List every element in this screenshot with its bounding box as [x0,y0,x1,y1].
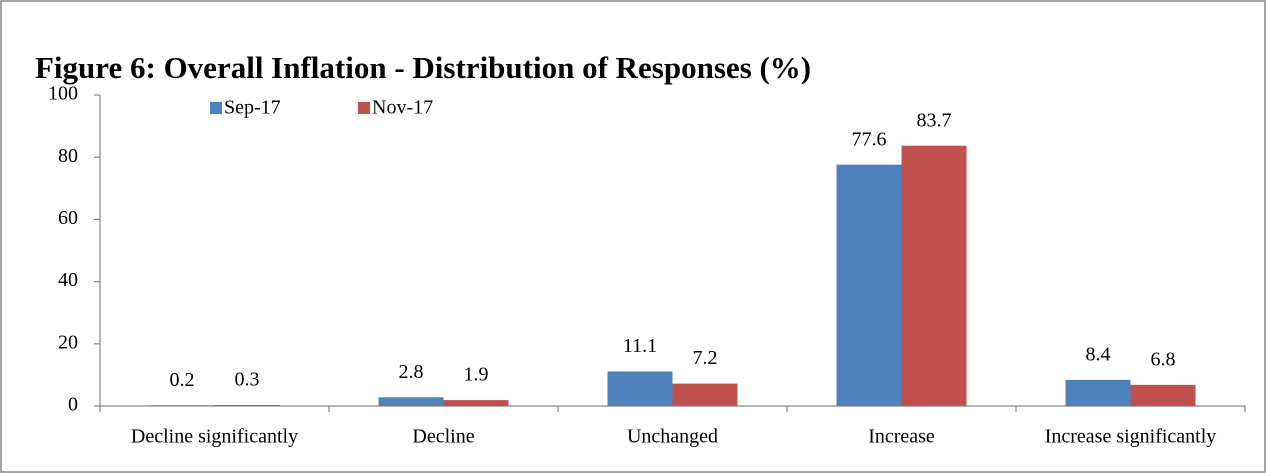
data-label: 7.2 [693,347,718,369]
y-tick-label: 60 [58,207,78,229]
x-tick-label: Unchanged [627,426,718,448]
legend-swatch [358,102,370,114]
legend-label: Sep-17 [224,97,281,119]
y-tick-label: 0 [68,394,78,416]
data-label: 1.9 [464,364,489,386]
data-label: 11.1 [623,335,657,357]
chart-title: Figure 6: Overall Inflation - Distributi… [35,50,811,85]
bar [1065,379,1131,406]
data-label: 0.3 [235,369,260,391]
bar [672,383,738,406]
data-label: 83.7 [917,109,952,131]
data-label: 2.8 [399,361,424,383]
bar [901,145,967,406]
y-tick-label: 100 [48,83,78,105]
bar [836,164,902,406]
data-label: 77.6 [852,128,887,150]
x-tick-label: Decline [412,426,474,448]
data-label: 6.8 [1151,348,1176,370]
legend-swatch [210,102,222,114]
bar [214,405,280,406]
y-tick-label: 40 [58,269,78,291]
data-label: 0.2 [170,369,195,391]
x-tick-label: Decline significantly [131,426,298,448]
y-tick-label: 20 [58,331,78,353]
x-tick-label: Increase significantly [1045,426,1217,448]
legend-label: Nov-17 [372,97,433,119]
bar [443,400,509,406]
y-tick-label: 80 [58,145,78,167]
bar [378,397,444,406]
bar [149,405,215,406]
bar [1130,384,1196,406]
bar [607,371,673,406]
x-tick-label: Increase [868,426,935,448]
data-label: 8.4 [1086,343,1111,365]
